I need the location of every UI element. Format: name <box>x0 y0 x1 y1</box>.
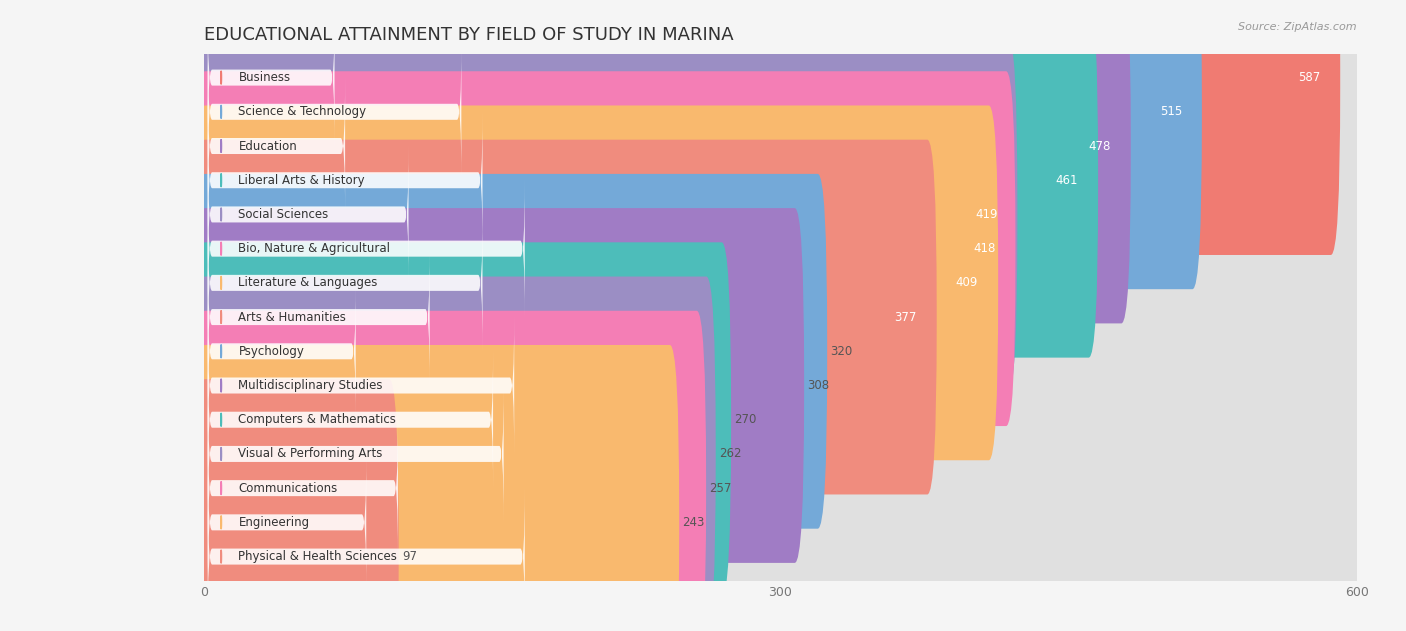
FancyBboxPatch shape <box>195 0 1365 255</box>
FancyBboxPatch shape <box>195 345 679 631</box>
FancyBboxPatch shape <box>195 310 706 631</box>
FancyBboxPatch shape <box>195 139 1365 495</box>
Text: 515: 515 <box>1160 105 1182 118</box>
FancyBboxPatch shape <box>208 77 344 215</box>
FancyBboxPatch shape <box>195 105 1365 460</box>
FancyBboxPatch shape <box>208 488 524 625</box>
FancyBboxPatch shape <box>195 139 936 495</box>
FancyBboxPatch shape <box>208 214 482 351</box>
Text: 419: 419 <box>974 208 997 221</box>
Text: Engineering: Engineering <box>239 516 309 529</box>
Text: Science & Technology: Science & Technology <box>239 105 367 118</box>
FancyBboxPatch shape <box>195 379 1365 631</box>
Text: Social Sciences: Social Sciences <box>239 208 329 221</box>
Text: 243: 243 <box>682 516 704 529</box>
FancyBboxPatch shape <box>208 283 356 420</box>
FancyBboxPatch shape <box>195 0 1365 324</box>
FancyBboxPatch shape <box>208 385 503 522</box>
FancyBboxPatch shape <box>195 71 1365 426</box>
FancyBboxPatch shape <box>195 0 1202 289</box>
FancyBboxPatch shape <box>208 419 398 557</box>
FancyBboxPatch shape <box>208 351 494 488</box>
FancyBboxPatch shape <box>195 208 804 563</box>
Text: Bio, Nature & Agricultural: Bio, Nature & Agricultural <box>239 242 391 255</box>
Text: 418: 418 <box>973 242 995 255</box>
Text: 262: 262 <box>718 447 741 461</box>
Text: 587: 587 <box>1298 71 1320 84</box>
Text: Multidisciplinary Studies: Multidisciplinary Studies <box>239 379 382 392</box>
Text: 320: 320 <box>831 345 852 358</box>
Text: Arts & Humanities: Arts & Humanities <box>239 310 346 324</box>
Text: Literature & Languages: Literature & Languages <box>239 276 378 290</box>
FancyBboxPatch shape <box>195 0 1340 255</box>
FancyBboxPatch shape <box>208 317 515 454</box>
Text: 270: 270 <box>734 413 756 426</box>
FancyBboxPatch shape <box>195 310 1365 631</box>
Text: Communications: Communications <box>239 481 337 495</box>
FancyBboxPatch shape <box>195 276 716 631</box>
FancyBboxPatch shape <box>208 454 366 591</box>
Text: 97: 97 <box>402 550 416 563</box>
Text: 308: 308 <box>807 379 830 392</box>
FancyBboxPatch shape <box>195 0 1130 324</box>
Text: Source: ZipAtlas.com: Source: ZipAtlas.com <box>1239 22 1357 32</box>
FancyBboxPatch shape <box>195 345 1365 631</box>
FancyBboxPatch shape <box>195 0 1365 289</box>
Text: EDUCATIONAL ATTAINMENT BY FIELD OF STUDY IN MARINA: EDUCATIONAL ATTAINMENT BY FIELD OF STUDY… <box>204 26 734 44</box>
Text: Psychology: Psychology <box>239 345 304 358</box>
FancyBboxPatch shape <box>195 3 1098 358</box>
Text: 409: 409 <box>956 276 979 290</box>
FancyBboxPatch shape <box>208 112 482 249</box>
FancyBboxPatch shape <box>208 9 335 146</box>
FancyBboxPatch shape <box>195 242 1365 597</box>
FancyBboxPatch shape <box>195 208 1365 563</box>
FancyBboxPatch shape <box>195 37 1018 392</box>
Text: 461: 461 <box>1056 174 1078 187</box>
Text: Computers & Mathematics: Computers & Mathematics <box>239 413 396 426</box>
FancyBboxPatch shape <box>208 248 430 386</box>
FancyBboxPatch shape <box>208 180 524 317</box>
FancyBboxPatch shape <box>195 174 1365 529</box>
FancyBboxPatch shape <box>195 174 827 529</box>
FancyBboxPatch shape <box>195 71 1015 426</box>
FancyBboxPatch shape <box>195 37 1365 392</box>
Text: Business: Business <box>239 71 291 84</box>
Text: 377: 377 <box>894 310 917 324</box>
Text: Visual & Performing Arts: Visual & Performing Arts <box>239 447 382 461</box>
Text: 478: 478 <box>1088 139 1111 153</box>
FancyBboxPatch shape <box>208 43 461 180</box>
Text: Physical & Health Sciences: Physical & Health Sciences <box>239 550 398 563</box>
FancyBboxPatch shape <box>195 276 1365 631</box>
FancyBboxPatch shape <box>195 105 998 460</box>
FancyBboxPatch shape <box>195 3 1365 358</box>
Text: Liberal Arts & History: Liberal Arts & History <box>239 174 366 187</box>
Text: Education: Education <box>239 139 297 153</box>
FancyBboxPatch shape <box>208 146 409 283</box>
Text: 257: 257 <box>709 481 731 495</box>
FancyBboxPatch shape <box>195 379 399 631</box>
FancyBboxPatch shape <box>195 242 731 597</box>
